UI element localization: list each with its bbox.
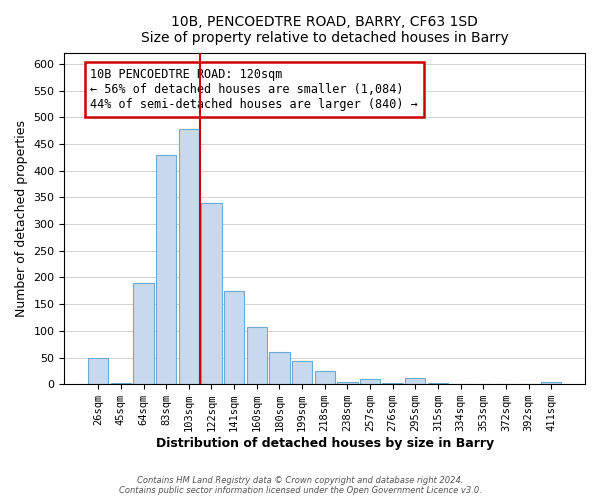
X-axis label: Distribution of detached houses by size in Barry: Distribution of detached houses by size … <box>155 437 494 450</box>
Bar <box>382 382 403 384</box>
Bar <box>428 383 448 384</box>
Text: 10B PENCOEDTRE ROAD: 120sqm
← 56% of detached houses are smaller (1,084)
44% of : 10B PENCOEDTRE ROAD: 120sqm ← 56% of det… <box>91 68 418 111</box>
Bar <box>179 129 199 384</box>
Bar <box>156 154 176 384</box>
Text: Contains HM Land Registry data © Crown copyright and database right 2024.
Contai: Contains HM Land Registry data © Crown c… <box>119 476 481 495</box>
Bar <box>224 291 244 384</box>
Bar <box>337 382 358 384</box>
Bar <box>292 360 312 384</box>
Bar <box>360 379 380 384</box>
Bar <box>314 371 335 384</box>
Bar <box>133 283 154 384</box>
Bar <box>541 382 562 384</box>
Bar <box>88 358 109 384</box>
Bar <box>405 378 425 384</box>
Title: 10B, PENCOEDTRE ROAD, BARRY, CF63 1SD
Size of property relative to detached hous: 10B, PENCOEDTRE ROAD, BARRY, CF63 1SD Si… <box>141 15 509 45</box>
Bar <box>111 382 131 384</box>
Bar <box>201 203 221 384</box>
Y-axis label: Number of detached properties: Number of detached properties <box>15 120 28 318</box>
Bar <box>247 326 267 384</box>
Bar <box>269 352 290 384</box>
